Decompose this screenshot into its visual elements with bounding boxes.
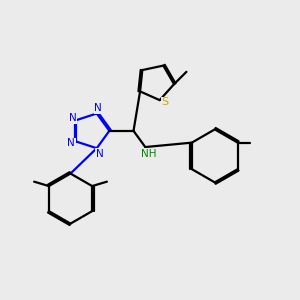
Text: N: N (69, 113, 76, 123)
Text: N: N (68, 138, 75, 148)
Text: NH: NH (141, 148, 157, 158)
Text: S: S (161, 98, 169, 107)
Text: N: N (94, 103, 102, 113)
Text: N: N (96, 148, 104, 158)
